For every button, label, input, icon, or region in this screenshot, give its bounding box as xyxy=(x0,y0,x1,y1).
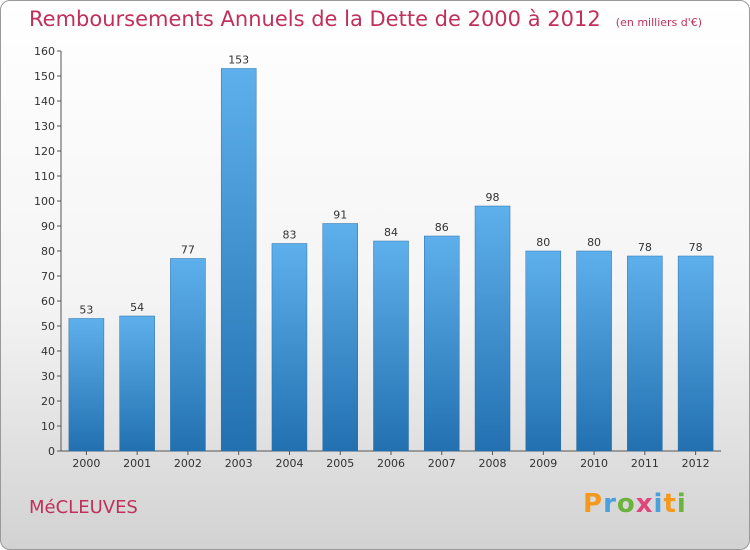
x-tick-label-2010: 2010 xyxy=(580,457,608,470)
bar-2011 xyxy=(627,255,663,452)
value-label-2002: 77 xyxy=(181,244,195,257)
value-label-2003: 153 xyxy=(228,54,249,67)
value-label-2009: 80 xyxy=(536,236,550,249)
bar-2006 xyxy=(373,240,409,452)
chart-unit: (en milliers d'€) xyxy=(615,16,703,29)
bar-2002 xyxy=(170,258,206,452)
y-tick-label: 20 xyxy=(41,395,55,408)
x-tick-label-2002: 2002 xyxy=(174,457,202,470)
x-tick-label-2005: 2005 xyxy=(326,457,354,470)
value-label-2008: 98 xyxy=(486,191,500,204)
bar-2000 xyxy=(68,318,105,452)
y-tick-label: 110 xyxy=(34,170,55,183)
bar-2012 xyxy=(677,255,714,452)
x-tick-label-2011: 2011 xyxy=(631,457,659,470)
logo-letter: i xyxy=(653,489,664,519)
value-label-2012: 78 xyxy=(689,241,703,254)
logo-letter: x xyxy=(635,489,654,519)
y-tick-label: 140 xyxy=(34,95,55,108)
bar-2003 xyxy=(220,68,257,452)
value-label-2004: 83 xyxy=(282,229,296,242)
logo-letter: P xyxy=(583,489,604,519)
y-tick-label: 130 xyxy=(34,120,55,133)
y-tick-label: 0 xyxy=(48,445,55,458)
logo-letter: r xyxy=(603,489,617,519)
x-tick-label-2008: 2008 xyxy=(479,457,507,470)
x-tick-label-2000: 2000 xyxy=(72,457,100,470)
value-label-2006: 84 xyxy=(384,226,398,239)
city-name: MéCLEUVES xyxy=(29,497,138,518)
logo-letter: i xyxy=(676,489,687,519)
bar-2007 xyxy=(424,235,460,452)
y-tick-label: 90 xyxy=(41,220,55,233)
y-tick-label: 80 xyxy=(41,245,55,258)
x-tick-label-2001: 2001 xyxy=(123,457,151,470)
chart-title-block: Remboursements Annuels de la Dette de 20… xyxy=(29,7,702,31)
logo-letter: t xyxy=(663,489,677,519)
bar-2001 xyxy=(119,315,155,452)
value-label-2010: 80 xyxy=(587,236,601,249)
value-label-2001: 54 xyxy=(130,301,144,314)
bar-2005 xyxy=(322,223,358,452)
value-label-2007: 86 xyxy=(435,221,449,234)
y-tick-label: 100 xyxy=(34,195,55,208)
y-tick-label: 70 xyxy=(41,270,55,283)
bar-2010 xyxy=(576,250,612,452)
x-tick-label-2009: 2009 xyxy=(529,457,557,470)
y-tick-label: 30 xyxy=(41,370,55,383)
logo-letter: o xyxy=(616,489,636,519)
y-tick-label: 40 xyxy=(41,345,55,358)
bar-2009 xyxy=(525,250,562,452)
value-label-2005: 91 xyxy=(333,209,347,222)
x-tick-label-2006: 2006 xyxy=(377,457,405,470)
bar-2008 xyxy=(474,205,511,452)
bar-2004 xyxy=(271,243,308,452)
value-label-2000: 53 xyxy=(79,304,93,317)
y-tick-label: 50 xyxy=(41,320,55,333)
y-tick-label: 160 xyxy=(34,45,55,58)
x-tick-label-2003: 2003 xyxy=(225,457,253,470)
y-tick-label: 120 xyxy=(34,145,55,158)
y-tick-label: 60 xyxy=(41,295,55,308)
y-tick-label: 150 xyxy=(34,70,55,83)
x-tick-label-2012: 2012 xyxy=(682,457,710,470)
x-tick-label-2004: 2004 xyxy=(275,457,303,470)
proxiti-logo: Proxiti xyxy=(583,489,687,519)
y-tick-label: 10 xyxy=(41,420,55,433)
x-tick-label-2007: 2007 xyxy=(428,457,456,470)
value-label-2011: 78 xyxy=(638,241,652,254)
chart-title: Remboursements Annuels de la Dette de 20… xyxy=(29,7,601,31)
